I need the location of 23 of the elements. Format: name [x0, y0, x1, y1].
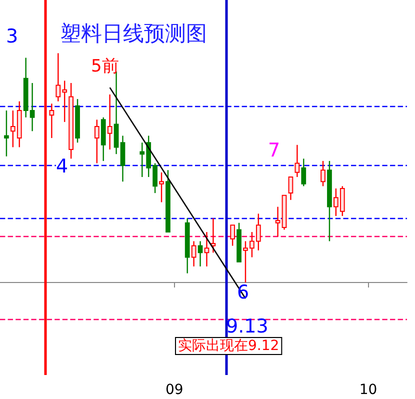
- candlestick: [288, 176, 294, 201]
- candlestick: [320, 160, 326, 187]
- x-tick-label: 09: [166, 382, 184, 398]
- candlestick: [230, 224, 236, 246]
- text: 实际出现在9.12: [178, 338, 280, 354]
- candlestick: [275, 206, 280, 238]
- candlestick: [301, 158, 306, 187]
- candlestick: [191, 240, 196, 268]
- candlestick: [198, 240, 203, 268]
- text: 3: [6, 26, 18, 48]
- candlestick: [4, 110, 9, 157]
- candlestick: [159, 172, 164, 203]
- annotation: 5前: [91, 56, 119, 76]
- annotation: 7: [268, 140, 280, 162]
- candlestick: [204, 231, 210, 268]
- candlestick: [107, 94, 112, 150]
- x-tick-label: 10: [359, 382, 378, 398]
- annotation: 4: [56, 156, 68, 178]
- candlestick: [294, 144, 300, 178]
- candlestick: [49, 103, 54, 139]
- candlestick: [120, 135, 126, 182]
- candlestick: [94, 119, 100, 164]
- chart-title: 塑料日线预测图: [60, 22, 207, 46]
